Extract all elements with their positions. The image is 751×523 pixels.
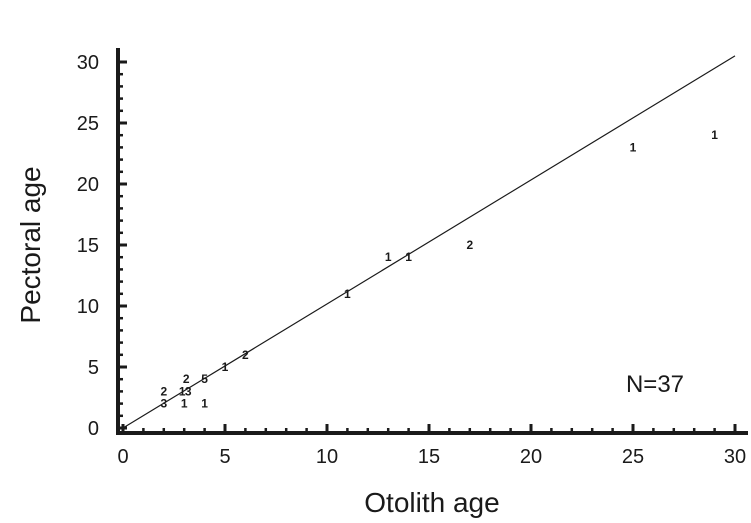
x-tick-label: 5 — [219, 446, 230, 468]
x-tick-label: 15 — [418, 446, 440, 468]
data-point-label: 3 — [185, 384, 192, 398]
data-point-label: 1 — [630, 140, 637, 154]
y-tick-label: 10 — [77, 296, 99, 318]
x-tick-label: 20 — [520, 446, 542, 468]
data-point-label: 2 — [160, 384, 167, 398]
data-point-label: 3 — [160, 397, 167, 411]
data-point-label: 1 — [385, 250, 392, 264]
y-axis-tick-labels: 0 5 10 15 20 25 30 — [77, 52, 99, 440]
sample-size-annotation: N=37 — [626, 371, 684, 398]
data-point-label: 1 — [181, 397, 188, 411]
data-point-label: 1 — [344, 287, 351, 301]
data-point-label: 2 — [183, 372, 190, 386]
data-point-label: 2 — [242, 348, 249, 362]
y-tick-label: 15 — [77, 235, 99, 257]
x-tick-label: 25 — [622, 446, 644, 468]
x-tick-label: 0 — [117, 446, 128, 468]
x-axis-title: Otolith age — [364, 487, 499, 518]
data-point-label: 1 — [201, 397, 208, 411]
y-tick-label: 20 — [77, 174, 99, 196]
y-tick-label: 25 — [77, 113, 99, 135]
data-point-label: 1 — [179, 384, 186, 398]
y-tick-label: 5 — [88, 357, 99, 379]
x-axis-tick-labels: 0 5 10 15 20 25 30 — [117, 446, 746, 468]
data-point-label: 2 — [466, 238, 473, 252]
one-to-one-reference-line — [122, 55, 736, 429]
x-tick-label: 10 — [316, 446, 338, 468]
x-tick-label: 30 — [724, 446, 746, 468]
data-point-label: 1 — [222, 360, 229, 374]
y-tick-label: 0 — [88, 418, 99, 440]
data-point-label: 5 — [201, 372, 208, 386]
data-point-label: 1 — [405, 250, 412, 264]
data-point-label: 1 — [711, 128, 718, 142]
y-tick-label: 30 — [77, 52, 99, 74]
y-axis-title: Pectoral age — [15, 166, 46, 323]
